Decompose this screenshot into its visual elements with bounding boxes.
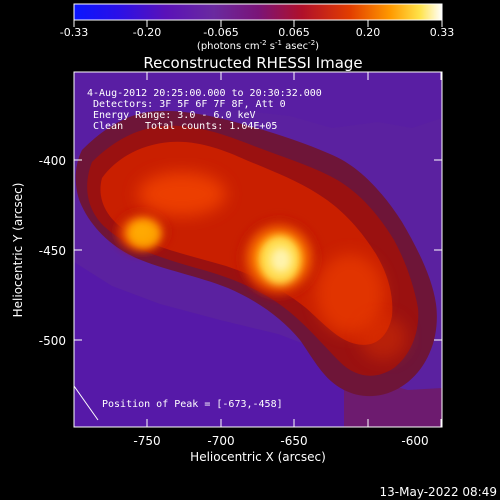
info-time-range: 4-Aug-2012 20:25:00.000 to 20:30:32.000 (87, 88, 322, 99)
y-tick-label-3: -500 (39, 334, 66, 348)
x-tick-label-1: -750 (133, 434, 160, 448)
y-tick-label-1: -400 (39, 154, 66, 168)
colorbar-ticks (73, 20, 443, 27)
x-tick-label-4: -600 (401, 434, 428, 448)
footer-timestamp: 13-May-2022 08:49 (380, 485, 497, 499)
colorbar (73, 3, 443, 21)
x-tick-label-3: -650 (280, 434, 307, 448)
colorbar-tick-4: 0.065 (278, 26, 310, 39)
y-tick-label-2: -450 (39, 244, 66, 258)
colorbar-tick-6: 0.33 (430, 26, 455, 39)
x-axis-label: Heliocentric X (arcsec) (190, 450, 326, 464)
x-tick-label-2: -700 (207, 434, 234, 448)
image-region (74, 72, 442, 427)
y-axis-ticks (74, 159, 442, 341)
info-detectors: Detectors: 3F 5F 6F 7F 8F, Att 0 (93, 99, 286, 110)
colorbar-units: (photons cm-2 s-1 asec-2) (197, 39, 319, 52)
peak-position-label: Position of Peak = [-673,-458] (102, 399, 283, 410)
x-axis-ticks (146, 72, 442, 427)
info-clean: Clean (93, 121, 123, 132)
colorbar-tick-5: 0.20 (356, 26, 381, 39)
y-axis-label: Heliocentric Y (arcsec) (11, 183, 25, 318)
peak-indicator-line (74, 385, 99, 421)
plot-title: Reconstructed RHESSI Image (143, 54, 362, 72)
colorbar-tick-2: -0.20 (133, 26, 161, 39)
info-total-counts: Total counts: 1.04E+05 (145, 121, 277, 132)
colorbar-tick-3: -0.065 (203, 26, 238, 39)
colorbar-tick-1: -0.33 (60, 26, 88, 39)
info-energy-range: Energy Range: 3.0 - 6.0 keV (93, 110, 256, 121)
